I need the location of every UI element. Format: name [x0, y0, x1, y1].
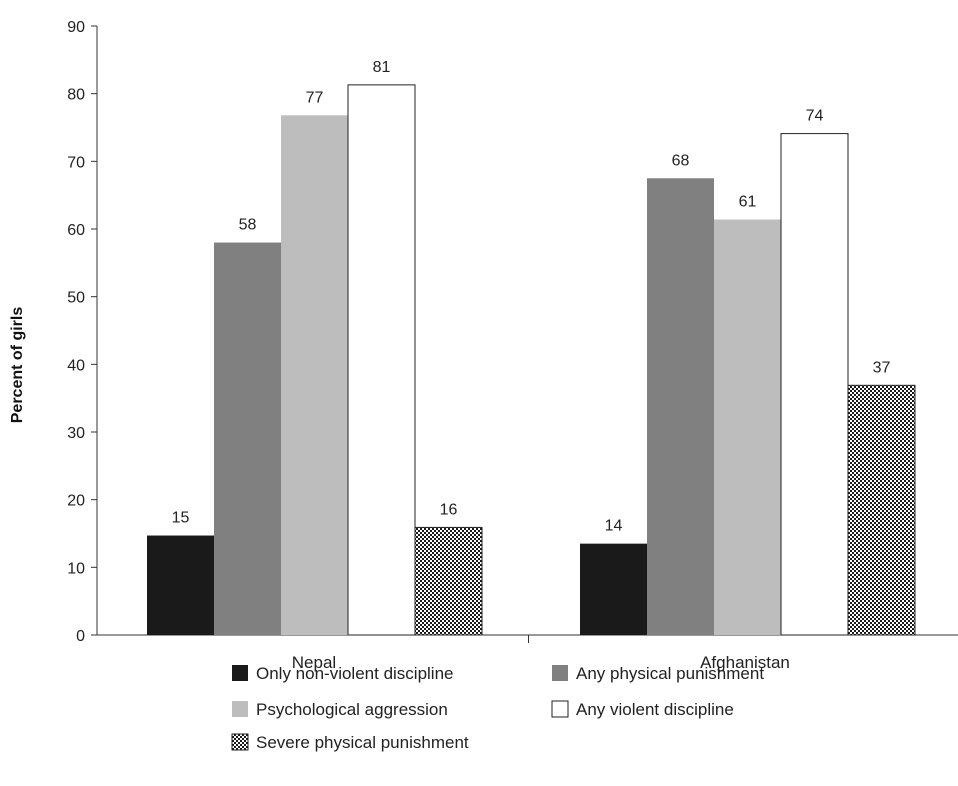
y-axis-label-group: Percent of girls [9, 307, 26, 424]
bar-value-label: 58 [239, 217, 257, 234]
bar-value-label: 14 [605, 518, 623, 535]
bar [580, 543, 647, 635]
x-category-label: Afghanistan [700, 653, 790, 672]
legend-swatch [552, 665, 568, 681]
bar-value-label: 74 [806, 108, 824, 125]
bar [780, 133, 849, 636]
y-tick-label: 20 [67, 493, 85, 510]
legend-label: Any physical punishment [576, 664, 764, 683]
bar [847, 384, 916, 636]
legend-swatch [551, 700, 569, 718]
bar [147, 535, 214, 635]
legend-label: Any violent discipline [576, 700, 734, 719]
bar [647, 178, 714, 635]
y-tick-label: 40 [67, 357, 85, 374]
value-labels: 15 14 58 68 77 61 81 74 16 37 [172, 59, 891, 535]
bar-value-label: 16 [440, 501, 458, 518]
bar-value-label: 61 [739, 194, 757, 211]
axes: 0 10 20 30 40 50 60 70 80 90 Nepal Afghanistan [67, 19, 958, 672]
y-tick-label: 70 [67, 154, 85, 171]
y-axis-label: Percent of girls [9, 307, 26, 424]
x-category-label: Nepal [292, 653, 336, 672]
bar [281, 115, 348, 635]
legend-label: Severe physical punishment [256, 733, 469, 752]
legend-swatch [232, 701, 248, 717]
bar-value-label: 77 [306, 89, 324, 106]
bar-value-label: 68 [672, 152, 690, 169]
bar-value-label: 81 [373, 59, 391, 76]
legend-swatch [231, 733, 249, 751]
y-tick-label: 0 [76, 628, 85, 645]
bar [714, 219, 781, 635]
legend-label: Only non-violent discipline [256, 664, 454, 683]
y-tick-label: 90 [67, 19, 85, 36]
legend-label: Psychological aggression [256, 700, 448, 719]
bar [414, 526, 483, 636]
bar-value-label: 15 [172, 510, 190, 527]
y-tick-label: 30 [67, 425, 85, 442]
y-tick-label: 80 [67, 87, 85, 104]
bar-value-label: 37 [873, 359, 891, 376]
y-tick-label: 60 [67, 222, 85, 239]
y-tick-label: 50 [67, 290, 85, 307]
y-tick-label: 10 [67, 560, 85, 577]
legend: Only non-violent discipline Any physical … [231, 664, 764, 752]
bar [214, 242, 281, 636]
bars [147, 84, 916, 636]
legend-swatch [232, 665, 248, 681]
bar [347, 84, 416, 636]
